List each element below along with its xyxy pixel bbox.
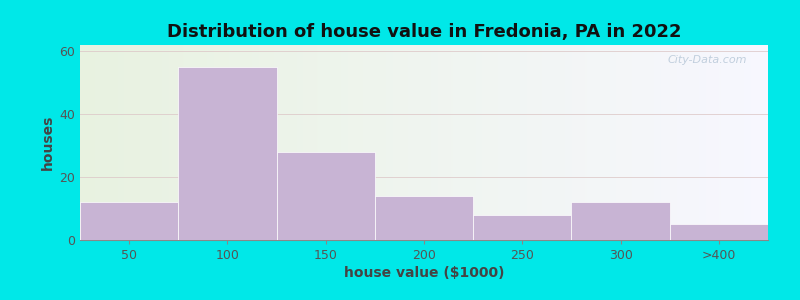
X-axis label: house value ($1000): house value ($1000) [344, 266, 504, 280]
Title: Distribution of house value in Fredonia, PA in 2022: Distribution of house value in Fredonia,… [166, 23, 682, 41]
Bar [670, 224, 768, 240]
Bar [375, 196, 473, 240]
Y-axis label: houses: houses [41, 115, 55, 170]
Bar [571, 202, 670, 240]
Bar [473, 215, 571, 240]
Bar [178, 67, 277, 240]
Bar [277, 152, 375, 240]
Bar [80, 202, 178, 240]
Text: City-Data.com: City-Data.com [668, 55, 747, 65]
